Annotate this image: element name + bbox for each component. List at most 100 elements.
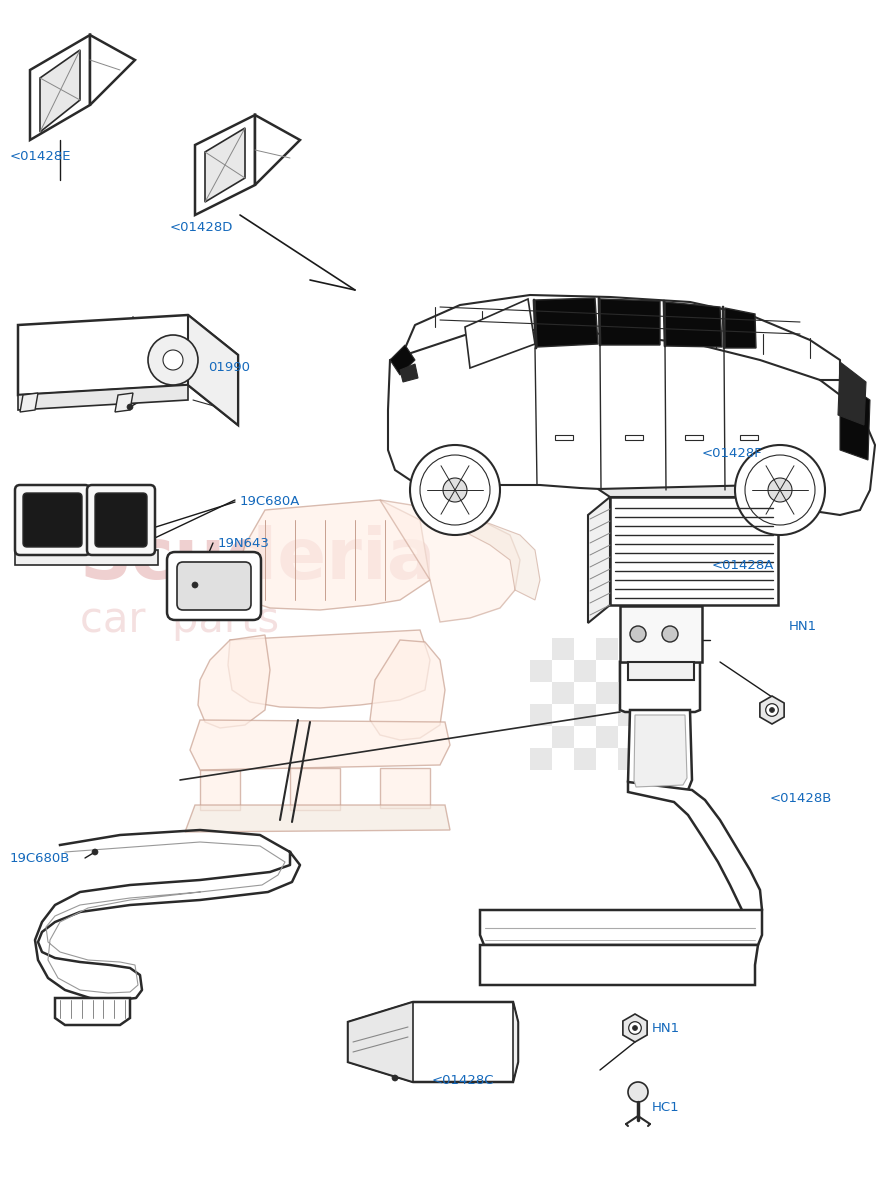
FancyBboxPatch shape xyxy=(23,493,82,547)
FancyBboxPatch shape xyxy=(177,562,251,610)
Text: <01428F: <01428F xyxy=(702,448,763,460)
Circle shape xyxy=(420,455,490,526)
Polygon shape xyxy=(623,1014,647,1042)
Polygon shape xyxy=(290,768,340,810)
Bar xyxy=(685,434,703,440)
Bar xyxy=(618,660,640,682)
Bar xyxy=(530,748,552,770)
Bar xyxy=(552,638,574,660)
Polygon shape xyxy=(480,910,762,946)
Text: HN1: HN1 xyxy=(789,620,817,632)
Text: HN1: HN1 xyxy=(652,1022,680,1034)
Text: <01428C: <01428C xyxy=(432,1074,494,1086)
Circle shape xyxy=(148,335,198,385)
Polygon shape xyxy=(380,768,430,808)
Polygon shape xyxy=(348,1002,413,1082)
Bar xyxy=(552,726,574,748)
Text: 19C680A: 19C680A xyxy=(240,496,300,508)
Polygon shape xyxy=(535,298,598,347)
Polygon shape xyxy=(620,662,700,712)
Circle shape xyxy=(629,1021,641,1034)
Bar xyxy=(596,726,618,748)
Text: HC1: HC1 xyxy=(652,1102,680,1114)
FancyBboxPatch shape xyxy=(95,493,147,547)
Bar xyxy=(740,434,758,440)
Polygon shape xyxy=(480,946,758,985)
Bar xyxy=(530,660,552,682)
Polygon shape xyxy=(628,662,694,680)
Text: <01428D: <01428D xyxy=(170,222,233,234)
Bar xyxy=(574,660,596,682)
Polygon shape xyxy=(200,770,240,810)
Polygon shape xyxy=(348,1002,518,1082)
Polygon shape xyxy=(465,299,535,368)
FancyBboxPatch shape xyxy=(87,485,155,554)
Polygon shape xyxy=(628,710,692,792)
Bar xyxy=(555,434,573,440)
Polygon shape xyxy=(610,497,778,605)
Bar xyxy=(552,682,574,704)
Polygon shape xyxy=(255,115,300,185)
Polygon shape xyxy=(388,330,875,515)
Bar xyxy=(574,704,596,726)
Text: <01428A: <01428A xyxy=(712,559,774,571)
Text: <01428E: <01428E xyxy=(10,150,72,162)
Polygon shape xyxy=(185,805,450,832)
Polygon shape xyxy=(195,115,255,215)
Circle shape xyxy=(127,404,133,410)
Polygon shape xyxy=(18,385,188,410)
Bar xyxy=(596,682,618,704)
Bar xyxy=(596,638,618,660)
Bar xyxy=(574,748,596,770)
Polygon shape xyxy=(759,696,784,724)
Circle shape xyxy=(768,478,792,502)
Polygon shape xyxy=(30,35,90,140)
Text: 01990: 01990 xyxy=(208,361,250,373)
Circle shape xyxy=(769,708,774,713)
Bar xyxy=(530,704,552,726)
Circle shape xyxy=(630,626,646,642)
FancyBboxPatch shape xyxy=(15,485,90,554)
Polygon shape xyxy=(55,998,130,1025)
Circle shape xyxy=(92,850,98,854)
Polygon shape xyxy=(228,630,430,708)
Circle shape xyxy=(745,455,815,526)
Polygon shape xyxy=(588,497,610,623)
Polygon shape xyxy=(600,299,660,346)
Polygon shape xyxy=(513,1002,518,1082)
Circle shape xyxy=(735,445,825,535)
Text: 19C680B: 19C680B xyxy=(10,852,70,864)
Polygon shape xyxy=(190,720,450,770)
Polygon shape xyxy=(620,606,702,662)
Polygon shape xyxy=(205,128,245,202)
Bar xyxy=(618,748,640,770)
Circle shape xyxy=(443,478,467,502)
Polygon shape xyxy=(628,782,762,922)
Polygon shape xyxy=(18,314,238,425)
Polygon shape xyxy=(400,364,418,382)
Polygon shape xyxy=(235,500,430,610)
Circle shape xyxy=(628,1082,648,1102)
Circle shape xyxy=(662,626,678,642)
Circle shape xyxy=(410,445,500,535)
Polygon shape xyxy=(840,380,870,460)
Polygon shape xyxy=(598,485,778,497)
Polygon shape xyxy=(725,308,756,348)
FancyBboxPatch shape xyxy=(167,552,261,620)
Polygon shape xyxy=(188,314,238,425)
Polygon shape xyxy=(370,640,445,740)
Polygon shape xyxy=(40,50,80,132)
Polygon shape xyxy=(15,550,158,565)
Text: <01428B: <01428B xyxy=(770,792,832,804)
Polygon shape xyxy=(380,500,520,622)
Bar xyxy=(640,638,662,660)
Polygon shape xyxy=(198,635,270,728)
Text: car  parts: car parts xyxy=(80,599,279,641)
Circle shape xyxy=(192,582,198,588)
Polygon shape xyxy=(390,346,415,374)
Circle shape xyxy=(632,1026,638,1031)
Text: 19N643: 19N643 xyxy=(218,538,270,550)
Bar xyxy=(640,726,662,748)
Polygon shape xyxy=(838,362,866,425)
Bar xyxy=(625,434,643,440)
